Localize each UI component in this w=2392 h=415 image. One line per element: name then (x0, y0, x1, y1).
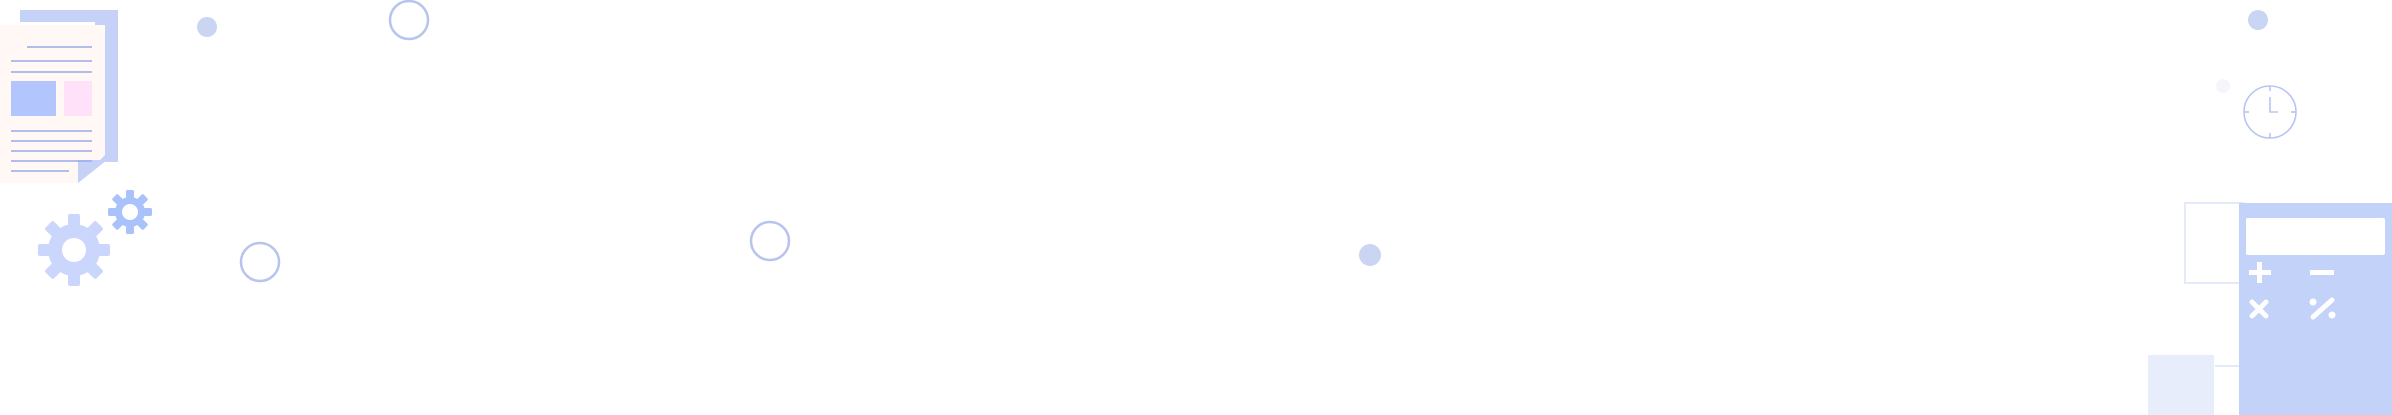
document-folded-corner (78, 160, 107, 183)
decorative-ring (388, 0, 430, 41)
calculator-percent-dots (2309, 298, 2336, 319)
calculator-icon (2239, 203, 2392, 415)
document-image-block (11, 81, 56, 116)
decorative-ring (749, 220, 791, 262)
decorative-dot (2248, 10, 2268, 30)
background-outline-panel (2184, 202, 2244, 284)
calculator-keys (2249, 262, 2334, 283)
calculator-group (2148, 202, 2392, 415)
decorative-dot (1359, 244, 1381, 266)
gear-large-icon (38, 214, 110, 286)
outline-rings (239, 0, 791, 283)
calculator-keys-ops (2249, 297, 2335, 320)
decorative-ring (239, 241, 281, 283)
calculator-display (2246, 218, 2385, 255)
clock-icon (2243, 85, 2297, 139)
background-pale-panel (2148, 355, 2214, 415)
document-highlight-block (64, 81, 92, 116)
document-stack-icon (0, 10, 118, 183)
decorative-dot (197, 17, 217, 37)
decorative-dot (2216, 79, 2230, 93)
gear-small-icon (108, 190, 152, 234)
document-text-lines (11, 46, 92, 172)
